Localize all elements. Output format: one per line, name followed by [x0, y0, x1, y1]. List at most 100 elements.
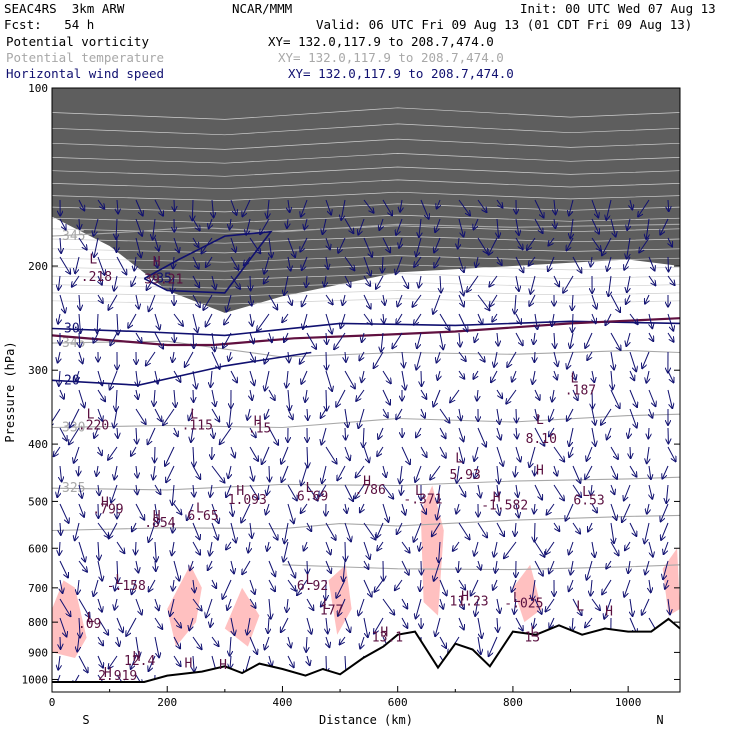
wind-vector-layer: [52, 199, 677, 692]
wind-vector: [563, 275, 574, 293]
wind-vector: [154, 332, 163, 349]
wind-vector: [363, 522, 376, 540]
extrema-label: 8.10: [526, 432, 557, 447]
wind-vector: [630, 199, 632, 209]
y-tick-label: 200: [28, 260, 48, 273]
wind-vector: [377, 522, 384, 538]
wind-vector: [399, 237, 402, 248]
wind-vector: [476, 256, 478, 267]
wind-vector: [629, 389, 637, 407]
wind-vector: [111, 484, 118, 502]
wind-vector: [497, 503, 500, 515]
wind-vector: [306, 332, 316, 349]
wind-vector: [230, 370, 237, 382]
wind-vector: [610, 446, 618, 459]
wind-vector: [629, 465, 637, 477]
theta-isentrope-upper: [52, 298, 680, 305]
wind-vector: [474, 446, 479, 461]
wind-vector: [325, 522, 336, 540]
wind-vector: [135, 218, 142, 236]
wind-vector: [478, 484, 481, 497]
wind-vector: [344, 370, 355, 388]
wind-vector: [231, 560, 234, 573]
wind-vector: [287, 408, 293, 419]
extrema-label: .799: [92, 503, 123, 518]
wind-vector: [458, 351, 466, 361]
wind-vector: [265, 636, 270, 649]
wind-vector: [59, 427, 67, 441]
extrema-label: 2.919: [98, 669, 137, 684]
wind-vector: [624, 484, 631, 500]
wind-vector: [345, 427, 346, 440]
wind-vector: [360, 636, 364, 649]
wind-vector: [570, 218, 573, 238]
wind-vector: [131, 655, 137, 669]
wind-vector: [572, 294, 573, 310]
wind-vector: [211, 351, 220, 369]
wind-vector: [646, 370, 649, 383]
wind-vector: [516, 484, 518, 497]
wind-vector: [132, 522, 136, 531]
wind-vector: [304, 541, 307, 551]
wind-vector: [554, 370, 557, 380]
x-tick-label: 600: [388, 696, 408, 709]
wind-vector: [230, 275, 240, 289]
wind-vector: [400, 199, 402, 212]
wind-vector: [54, 446, 61, 456]
wind-vector: [321, 427, 327, 445]
wind-vector: [396, 313, 403, 324]
wind-vector: [307, 655, 310, 665]
wind-vector: [288, 294, 292, 305]
wind-vector: [516, 408, 517, 422]
extrema-label: L: [536, 413, 544, 428]
wind-vector: [247, 408, 250, 420]
wind-vector: [668, 237, 672, 247]
wind-vector: [281, 446, 289, 464]
wind-vector: [344, 484, 353, 501]
wind-vector: [59, 256, 70, 274]
wind-vector: [268, 560, 275, 576]
wind-vector: [514, 598, 516, 614]
wind-vector: [319, 484, 327, 496]
wind-vector: [284, 275, 289, 295]
wind-vector: [192, 598, 202, 611]
wind-vector: [155, 370, 158, 384]
wind-vector: [591, 199, 598, 217]
extrema-label: H: [536, 463, 544, 478]
wind-vector: [212, 427, 214, 438]
wind-vector: [382, 503, 388, 522]
x-tick-label: 800: [503, 696, 523, 709]
wind-vector: [249, 484, 259, 499]
theta-isentrope-upper: [52, 179, 680, 190]
wind-vector: [376, 275, 384, 289]
wind-vector: [96, 465, 98, 476]
wind-vector: [439, 579, 447, 595]
y-axis-label: Pressure (hPa): [3, 341, 17, 442]
wind-vector: [249, 370, 254, 385]
wind-vector: [534, 427, 544, 446]
wind-vector: [136, 465, 137, 478]
wind-vector: [301, 503, 308, 513]
wind-vector: [497, 598, 500, 613]
wind-vector: [382, 199, 392, 215]
wind-vector: [420, 389, 426, 399]
wind-vector: [94, 427, 98, 438]
wind-vector: [439, 427, 446, 438]
wind-vector: [97, 370, 102, 385]
wind-vector: [230, 218, 232, 229]
wind-vector: [135, 332, 142, 342]
wind-vector: [529, 294, 536, 306]
wind-vector: [572, 389, 578, 400]
wind-vector: [458, 237, 459, 249]
wind-vector: [362, 332, 364, 342]
wind-speed-contour-label: 35: [156, 272, 172, 287]
wind-vector: [649, 408, 652, 418]
wind-vector: [459, 332, 460, 347]
wind-vector: [363, 427, 364, 447]
wind-vector: [78, 389, 84, 407]
wind-vector: [668, 199, 669, 211]
wind-vector: [246, 218, 251, 235]
wind-vector: [248, 541, 250, 553]
wind-vector: [495, 560, 497, 573]
wind-vector: [667, 389, 672, 408]
